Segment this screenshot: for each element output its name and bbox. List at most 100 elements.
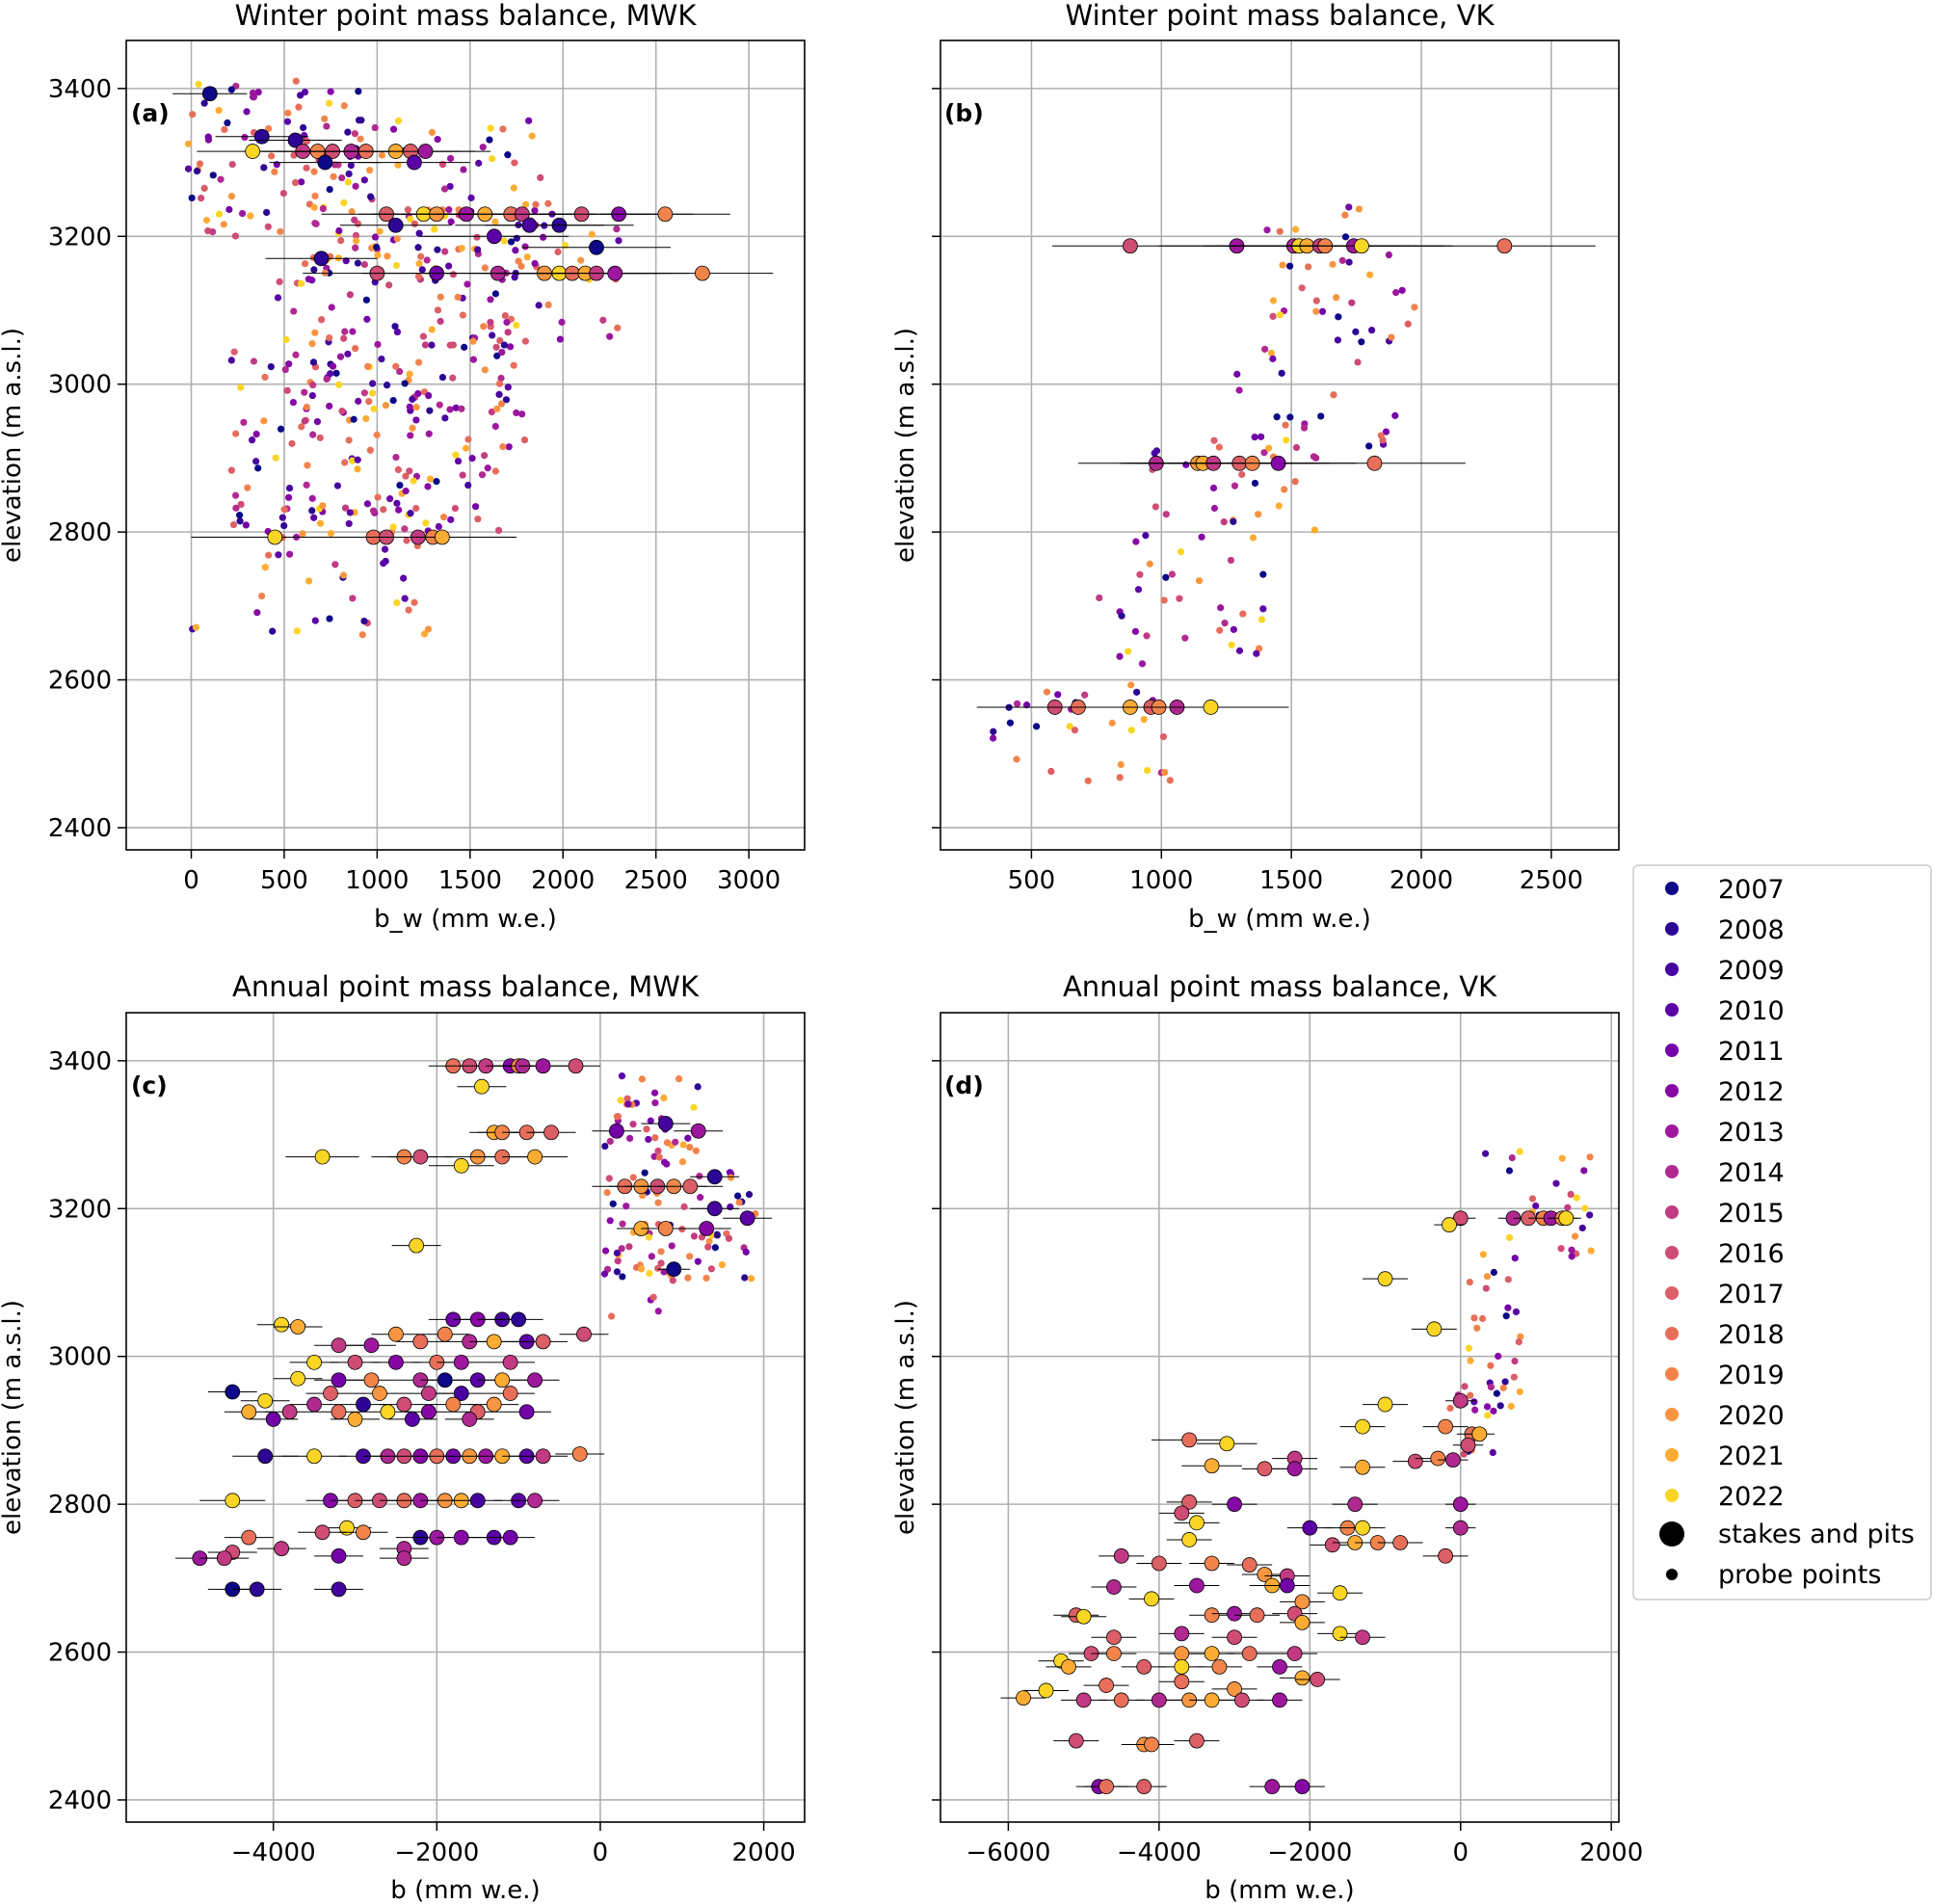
probe-point [669,1277,676,1284]
probe-point [1168,570,1177,578]
probe-point [396,367,404,376]
x-label-c: b (mm w.e.) [390,1876,540,1904]
legend-year-label: 2017 [1718,1280,1785,1309]
probe-point [479,144,487,151]
probe-point [1512,1308,1521,1316]
stake-point [706,1169,723,1185]
probe-point [405,606,412,614]
probe-point [1305,263,1312,271]
stake-point [274,1316,290,1333]
probe-point [464,481,472,489]
legend-year-label: 2013 [1718,1118,1785,1148]
probe-point [1182,461,1190,468]
probe-point [240,418,248,426]
probe-point [1365,442,1373,450]
probe-point [1460,1450,1468,1458]
probe-point [497,400,506,408]
legend-year-marker [1665,1327,1679,1340]
legend-year-label: 2007 [1718,875,1785,905]
probe-point [393,235,401,243]
probe-point [362,414,370,423]
probe-point [1489,1448,1496,1457]
probe-point [1251,434,1258,441]
probe-point [1260,449,1268,457]
probe-point [1483,1273,1492,1281]
probe-point [451,504,460,513]
stake-point [404,1412,420,1427]
stake-point [1181,1432,1198,1448]
probe-point [601,1142,609,1150]
probe-point [491,467,499,475]
probe-point [1348,299,1356,306]
legend: 2007 2008 2009 2010 2011 2012 2013 2014 2015 2016… [1632,864,1932,1600]
x-tick-label: 2000 [732,1838,796,1867]
stake-point [1355,1520,1370,1536]
stake-point [1294,1670,1311,1686]
probe-point [1352,328,1360,335]
legend-year-label: 2010 [1718,996,1785,1026]
stake-point [1460,1437,1476,1453]
probe-point [1033,723,1041,730]
probe-point [661,1158,669,1166]
probe-point [507,238,516,246]
probe-point [326,185,333,194]
probe-point [291,178,300,187]
probe-point [1490,1268,1497,1277]
probe-point [697,1194,704,1202]
probe-point [704,1243,712,1251]
probe-point [554,248,562,256]
stake-point [434,529,450,545]
probe-point [275,551,282,559]
stake-point [1442,1217,1457,1233]
probe-point [603,1189,611,1197]
probe-point [382,402,389,410]
probe-point [290,307,298,315]
probe-point [497,374,505,383]
x-tick-label: −6000 [966,1838,1050,1867]
probe-point [227,193,236,200]
probe-point [280,506,288,514]
probe-point [323,122,331,130]
probe-point [319,502,327,510]
probe-point [668,1242,675,1250]
probe-point [1258,616,1266,623]
probe-point [690,1232,699,1240]
probe-point [626,1134,634,1142]
probe-point [292,351,300,358]
stake-point [1496,238,1513,254]
probe-point [1354,358,1362,366]
probe-point [510,361,517,369]
probe-point [318,316,326,324]
stake-point [317,154,333,171]
stake-point [1227,1605,1242,1622]
probe-point [1210,504,1219,513]
legend-year-label: 2008 [1718,915,1785,945]
probe-point [577,256,585,264]
stake-point [1257,1567,1273,1582]
probe-point [268,152,276,160]
stake-point [699,1221,715,1236]
probe-point [310,168,318,175]
probe-point [365,398,373,406]
stake-point [1189,1577,1205,1594]
y-tick-label: 3200 [48,223,112,251]
probe-point [378,355,385,363]
probe-point [645,1135,652,1144]
legend-year-marker [1665,1448,1679,1462]
probe-point [311,220,319,227]
stake-point [690,1123,706,1139]
probe-point [319,204,327,213]
stake-point [486,1334,502,1350]
probe-point [638,1075,646,1083]
probe-point [376,227,384,235]
stake-point [518,1404,535,1420]
probe-point [244,484,252,491]
stake-point [1227,1681,1242,1697]
stake-point [571,1446,588,1462]
probe-point [467,194,475,201]
probe-point [1385,251,1392,259]
stake-point [486,228,502,245]
probe-point [434,306,442,314]
stake-point [1332,1585,1348,1601]
y-tick-label: 2400 [48,814,112,843]
